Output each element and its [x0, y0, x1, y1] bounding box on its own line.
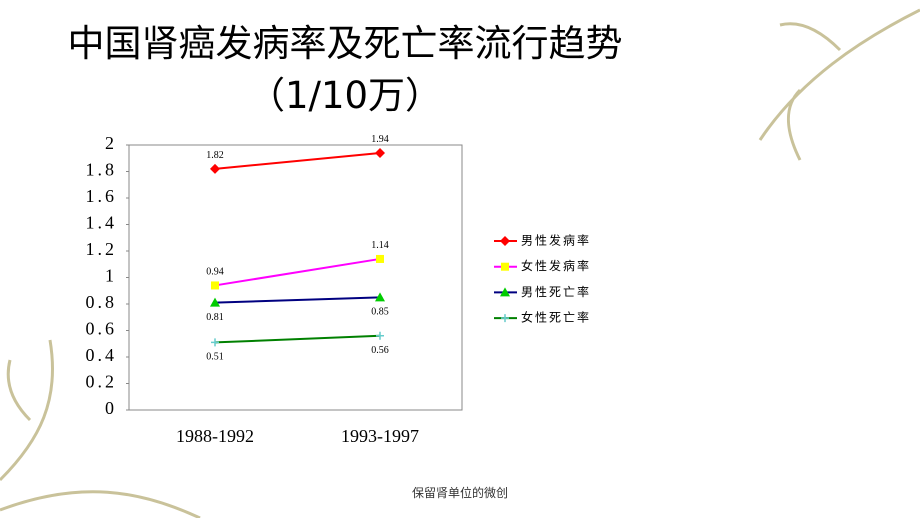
value-label: 0.81 [206, 312, 224, 323]
y-tick-label: 1.4 [86, 213, 118, 233]
value-label: 0.94 [206, 267, 224, 278]
legend-label: 女性死亡率 [521, 310, 591, 325]
marker [501, 314, 509, 323]
y-tick-label: 2 [105, 133, 117, 153]
series-line [214, 151, 381, 170]
value-label: 0.85 [371, 307, 389, 318]
y-tick-label: 0.2 [86, 372, 118, 392]
title: 中国肾癌发病率及死亡率流行趋势（1/10万） [67, 22, 623, 117]
marker [210, 163, 220, 174]
y-tick-label: 1.6 [86, 186, 118, 206]
series-line [214, 257, 381, 287]
decoration [0, 8, 920, 518]
marker [500, 287, 510, 297]
legend-label: 男性死亡率 [521, 284, 591, 299]
value-label: 0.56 [371, 345, 389, 356]
value-label: 1.14 [371, 240, 389, 251]
y-tick-label: 1.2 [86, 239, 118, 259]
value-label: 1.82 [206, 150, 224, 161]
x-tick-label: 1993-1997 [341, 426, 419, 446]
legend-label: 男性发病率 [521, 233, 591, 248]
marker [376, 254, 384, 263]
value-label: 1.94 [371, 134, 389, 145]
y-tick-label: 0.4 [86, 345, 118, 365]
marker [211, 281, 219, 290]
x-tick-label: 1988-1992 [176, 426, 254, 446]
series-line [214, 334, 381, 344]
value-label: 0.51 [206, 352, 224, 363]
marker [501, 262, 509, 271]
y-tick-label: 0.8 [86, 292, 118, 312]
y-tick-label: 0 [105, 398, 117, 418]
marker [210, 297, 220, 307]
plot-area [128, 144, 463, 411]
y-tick-label: 1 [105, 266, 117, 286]
series-line [214, 296, 381, 304]
marker [375, 292, 385, 302]
marker [375, 147, 385, 158]
marker [500, 236, 510, 246]
footer: 保留肾单位的微创 [412, 485, 508, 500]
legend-label: 女性发病率 [521, 258, 591, 273]
marker [376, 331, 384, 340]
y-tick-label: 0.6 [86, 319, 118, 339]
marker [211, 338, 219, 347]
y-tick-label: 1.8 [86, 160, 118, 180]
